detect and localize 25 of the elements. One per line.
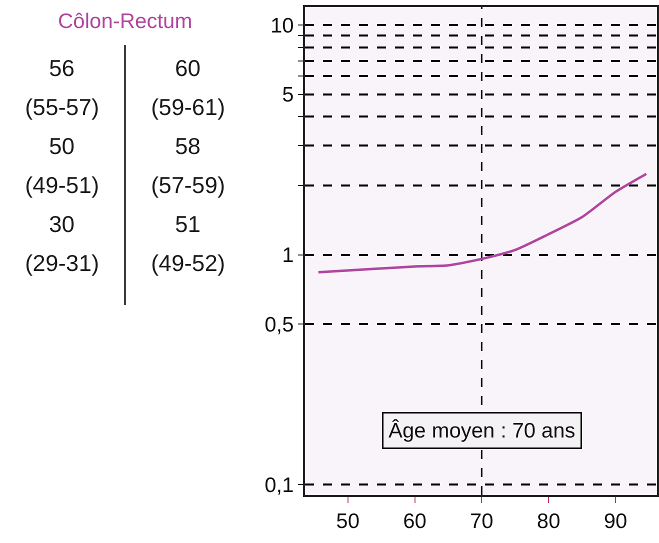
x-tick-label: 50 — [336, 510, 360, 534]
y-tick-label: 0,1 — [264, 474, 294, 497]
y-tick-label: 0,5 — [264, 313, 294, 336]
y-tick-label: 10 — [270, 14, 294, 38]
ref-line-label: Âge moyen : 70 ans — [388, 418, 576, 442]
text: 58 — [175, 133, 201, 159]
text: 50 — [49, 133, 75, 159]
text: 56 — [49, 55, 75, 81]
x-tick-label: 60 — [403, 510, 426, 534]
x-tick-label: 80 — [536, 510, 560, 534]
x-tick-label: 90 — [604, 510, 628, 534]
text: (29-31) — [25, 250, 100, 276]
text: (49-51) — [25, 172, 100, 198]
text: 51 — [175, 211, 201, 237]
text: 60 — [175, 55, 201, 81]
line-series — [317, 172, 648, 274]
text: 30 — [49, 211, 75, 237]
text: (55-57) — [25, 94, 100, 120]
text: (57-59) — [151, 172, 226, 198]
text: (49-52) — [151, 250, 226, 276]
x-tick-label: 70 — [470, 510, 494, 534]
text: Côlon-Rectum — [58, 10, 192, 33]
y-tick-label: 1 — [282, 244, 294, 268]
text: (59-61) — [151, 94, 226, 120]
y-tick-label: 5 — [282, 84, 294, 107]
